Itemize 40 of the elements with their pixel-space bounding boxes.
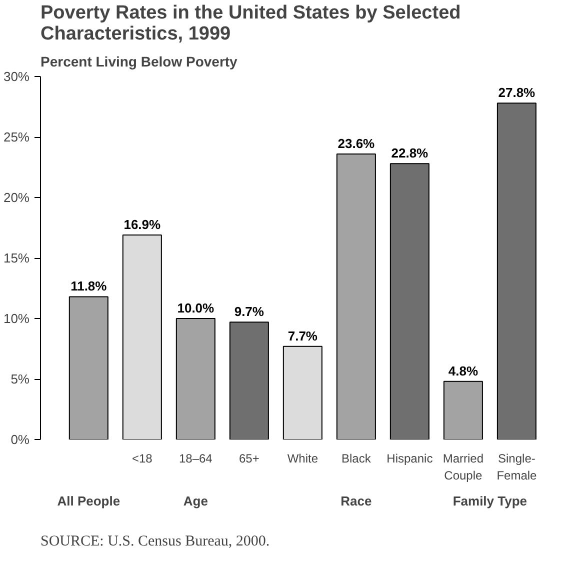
data-label: 4.8% [448, 363, 478, 378]
y-tick-label: 15% [3, 250, 30, 266]
data-label: 16.9% [124, 217, 162, 232]
x-tick-label: Married Couple [442, 452, 484, 482]
x-tick-label: White [287, 452, 318, 466]
data-label: 23.6% [338, 136, 376, 151]
bar [122, 234, 162, 440]
y-tick-label: 30% [3, 69, 30, 84]
bar [282, 346, 322, 440]
y-tick-label: 25% [3, 130, 30, 144]
x-tick-label: 65+ [238, 452, 260, 466]
bar [229, 322, 269, 440]
bar [68, 296, 108, 440]
text: Family Type [452, 494, 528, 508]
data-label: 7.7% [288, 328, 318, 344]
source-note: SOURCE: U.S. Census Bureau, 2000. [40, 534, 270, 550]
bar [496, 102, 536, 440]
x-tick-label: <18 [132, 452, 153, 466]
data-label: 27.8% [498, 85, 536, 100]
y-tick-label: 0% [10, 432, 30, 447]
x-tick-label: 18–64 [178, 452, 213, 466]
text: All People [57, 494, 120, 508]
text: Age [183, 494, 208, 508]
data-label: 11.8% [70, 278, 108, 294]
bar [176, 318, 216, 440]
data-label: 9.7% [234, 304, 264, 320]
bar [443, 380, 483, 440]
text: Race [340, 494, 372, 508]
chart-title: Poverty Rates in the United States by Selected Characteristics, 1999 [40, 2, 461, 44]
data-label: 22.8% [391, 146, 429, 161]
y-tick-label: 5% [10, 372, 30, 386]
x-tick-label: Black [342, 452, 372, 466]
y-tick-label: 10% [3, 311, 30, 326]
data-label: 10.0% [177, 300, 215, 316]
x-tick-label: Hispanic [386, 452, 433, 466]
y-tick-label: 20% [3, 190, 30, 205]
bar [336, 153, 376, 440]
bar [390, 163, 430, 440]
y-axis-title: Percent Living Below Poverty [40, 54, 238, 70]
x-tick-label: Single-Female [496, 452, 538, 482]
